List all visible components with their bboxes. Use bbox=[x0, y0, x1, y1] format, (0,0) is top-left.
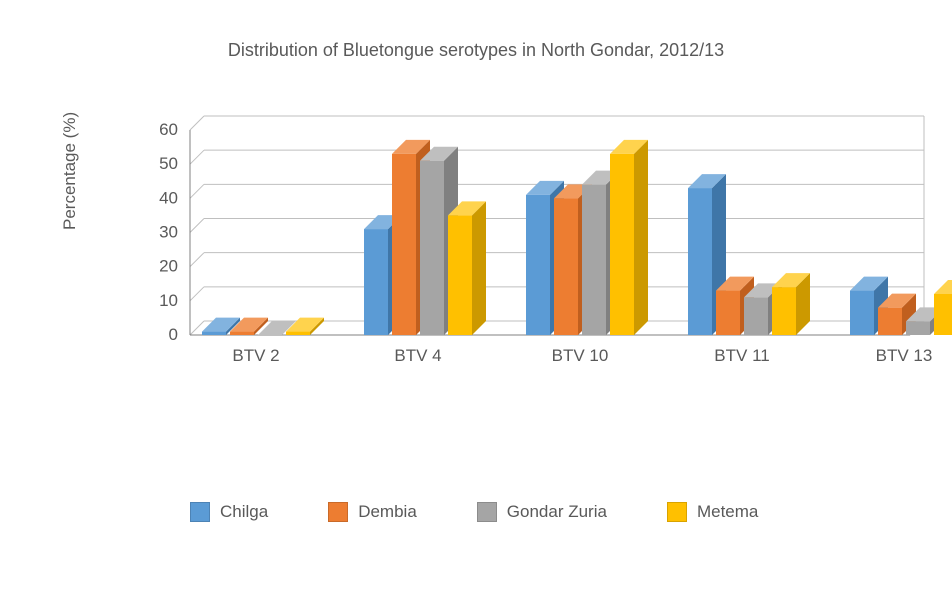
grid-line bbox=[190, 287, 204, 301]
y-tick-label: 40 bbox=[159, 188, 178, 207]
bar-front bbox=[878, 308, 902, 335]
bar-top bbox=[934, 280, 952, 294]
grid-line bbox=[190, 253, 204, 267]
bar-side bbox=[472, 201, 486, 335]
bar-front bbox=[364, 229, 388, 335]
bar-front bbox=[610, 154, 634, 335]
bar bbox=[934, 280, 952, 335]
legend-label: Dembia bbox=[358, 502, 417, 522]
bar bbox=[610, 140, 648, 335]
y-tick-label: 30 bbox=[159, 223, 178, 242]
grid-line bbox=[190, 219, 204, 233]
legend-label: Chilga bbox=[220, 502, 268, 522]
y-tick-label: 20 bbox=[159, 257, 178, 276]
bar-front bbox=[554, 198, 578, 335]
bar-front bbox=[448, 215, 472, 335]
bar-front bbox=[744, 297, 768, 335]
x-tick-label: BTV 2 bbox=[232, 346, 279, 365]
bar-front bbox=[230, 332, 254, 335]
bar-front bbox=[934, 294, 952, 335]
chart-svg: 0 10 20 30 40 50 60 BTV 2 BTV 4 BTV 10 BTV 11 BTV 1… bbox=[0, 0, 952, 480]
bar-front bbox=[688, 188, 712, 335]
legend-label: Gondar Zuria bbox=[507, 502, 607, 522]
bar-front bbox=[772, 287, 796, 335]
bar-front bbox=[850, 291, 874, 335]
x-tick-label: BTV 11 bbox=[714, 346, 769, 365]
y-tick-label: 10 bbox=[159, 291, 178, 310]
bar-front bbox=[906, 321, 930, 335]
y-tick-label: 50 bbox=[159, 154, 178, 173]
legend-item: Dembia bbox=[328, 502, 417, 522]
legend-label: Metema bbox=[697, 502, 758, 522]
chart-title: Distribution of Bluetongue serotypes in … bbox=[0, 40, 952, 61]
grid-line bbox=[190, 150, 204, 164]
chart-title-text: Distribution of Bluetongue serotypes in … bbox=[228, 40, 724, 60]
bar-front bbox=[202, 332, 226, 335]
bar-front bbox=[286, 332, 310, 335]
y-tick-label: 60 bbox=[159, 120, 178, 139]
legend-swatch bbox=[190, 502, 210, 522]
y-axis-label-text: Percentage (%) bbox=[60, 112, 79, 230]
legend-swatch bbox=[477, 502, 497, 522]
chart-container: Distribution of Bluetongue serotypes in … bbox=[0, 0, 952, 603]
bar-front bbox=[526, 195, 550, 335]
y-axis-label: Percentage (%) bbox=[60, 112, 80, 230]
legend-swatch bbox=[667, 502, 687, 522]
bar-front bbox=[716, 291, 740, 335]
bar-front bbox=[582, 185, 606, 335]
bar bbox=[286, 318, 324, 335]
legend-swatch bbox=[328, 502, 348, 522]
bar bbox=[448, 201, 486, 335]
bar-side bbox=[634, 140, 648, 335]
x-tick-label: BTV 13 bbox=[876, 346, 933, 365]
legend-item: Metema bbox=[667, 502, 758, 522]
grid-line bbox=[190, 116, 204, 130]
legend: Chilga Dembia Gondar Zuria Metema bbox=[190, 502, 758, 522]
legend-item: Chilga bbox=[190, 502, 268, 522]
x-tick-label: BTV 4 bbox=[394, 346, 441, 365]
grid-line bbox=[190, 184, 204, 198]
bar-front bbox=[420, 161, 444, 335]
grid-line bbox=[190, 321, 204, 335]
x-tick-label: BTV 10 bbox=[552, 346, 609, 365]
legend-item: Gondar Zuria bbox=[477, 502, 607, 522]
y-tick-label: 0 bbox=[169, 325, 178, 344]
bar bbox=[772, 273, 810, 335]
bar-front bbox=[392, 154, 416, 335]
